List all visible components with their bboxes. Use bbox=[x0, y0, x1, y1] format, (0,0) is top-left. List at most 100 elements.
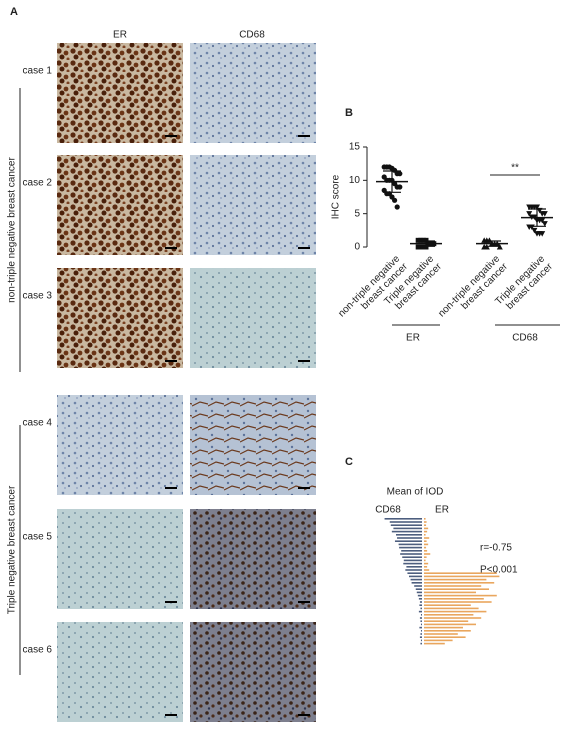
bar bbox=[424, 620, 469, 622]
data-point bbox=[418, 237, 424, 243]
y-tick-label: 0 bbox=[354, 242, 360, 253]
column-label: CD68 bbox=[239, 30, 265, 41]
micrograph bbox=[190, 395, 316, 495]
bar bbox=[420, 642, 422, 645]
row-label: case 6 bbox=[23, 645, 53, 656]
data-point bbox=[420, 237, 426, 243]
bar bbox=[391, 530, 422, 533]
row-label: case 1 bbox=[23, 66, 53, 77]
data-point bbox=[415, 237, 421, 243]
bar bbox=[424, 559, 426, 562]
legend-label: ER bbox=[435, 505, 449, 516]
bar bbox=[424, 642, 445, 645]
bar bbox=[406, 566, 422, 568]
data-point bbox=[539, 217, 546, 224]
bar bbox=[424, 518, 426, 520]
annotation: r=-0.75 bbox=[480, 543, 512, 554]
bar bbox=[420, 614, 422, 616]
bar bbox=[400, 553, 422, 555]
bar bbox=[424, 617, 482, 619]
bar bbox=[409, 575, 422, 578]
micrograph bbox=[57, 268, 183, 368]
bar bbox=[415, 588, 422, 590]
bar bbox=[402, 556, 422, 558]
bar bbox=[398, 543, 422, 546]
micrograph bbox=[57, 509, 183, 609]
group-label: CD68 bbox=[512, 333, 538, 344]
y-tick-label: 15 bbox=[349, 142, 361, 153]
bar bbox=[424, 524, 427, 526]
bar bbox=[424, 572, 497, 574]
bar bbox=[419, 604, 422, 606]
bar bbox=[424, 610, 487, 613]
data-point bbox=[541, 211, 548, 217]
bar bbox=[424, 566, 428, 568]
data-point bbox=[418, 244, 424, 250]
bar bbox=[424, 636, 466, 638]
bar bbox=[424, 626, 463, 629]
bar bbox=[424, 582, 495, 584]
data-point bbox=[423, 237, 429, 243]
bar bbox=[424, 630, 471, 632]
data-point bbox=[420, 244, 426, 250]
bar bbox=[424, 633, 458, 635]
bar bbox=[403, 559, 422, 562]
bar bbox=[424, 540, 427, 542]
bar bbox=[424, 607, 479, 610]
micrograph bbox=[190, 268, 316, 368]
bar bbox=[424, 546, 427, 549]
bar bbox=[403, 562, 422, 565]
micrograph bbox=[57, 155, 183, 255]
legend-label: CD68 bbox=[375, 505, 401, 516]
micrograph bbox=[57, 622, 183, 722]
micrograph bbox=[190, 509, 316, 609]
bar bbox=[424, 594, 497, 597]
bar bbox=[418, 598, 422, 600]
significance-label: ** bbox=[511, 163, 519, 174]
bar bbox=[424, 553, 431, 555]
data-point bbox=[534, 204, 540, 210]
bar bbox=[397, 537, 422, 539]
group-label: non-triple negative breast cancer bbox=[7, 157, 18, 303]
bar bbox=[419, 617, 422, 619]
bar bbox=[424, 543, 429, 546]
bar bbox=[424, 562, 429, 565]
panel-label: C bbox=[345, 456, 353, 468]
bar bbox=[424, 578, 487, 581]
bar bbox=[424, 530, 428, 533]
micrograph bbox=[57, 43, 183, 143]
row-label: case 3 bbox=[23, 291, 53, 302]
bar bbox=[419, 636, 422, 638]
annotation: P<0.001 bbox=[480, 565, 518, 576]
micrograph bbox=[190, 622, 316, 722]
bar bbox=[420, 630, 422, 632]
bar bbox=[396, 534, 422, 536]
data-point bbox=[539, 231, 546, 237]
data-point bbox=[397, 171, 403, 177]
group-label: Triple negative breast cancer bbox=[7, 485, 18, 614]
bar bbox=[424, 527, 429, 530]
bar bbox=[424, 639, 453, 642]
group-label: ER bbox=[406, 333, 420, 344]
micrograph bbox=[57, 395, 183, 495]
data-point bbox=[394, 204, 400, 210]
bar bbox=[424, 591, 476, 594]
data-point bbox=[423, 244, 429, 250]
bar bbox=[424, 623, 476, 626]
bar bbox=[424, 575, 500, 578]
bar bbox=[420, 633, 422, 635]
bar bbox=[424, 550, 428, 552]
y-axis-label: IHC score bbox=[331, 174, 342, 219]
bar bbox=[393, 527, 422, 530]
bar bbox=[407, 572, 422, 574]
bar bbox=[405, 569, 422, 571]
bar bbox=[424, 598, 484, 600]
row-label: case 2 bbox=[23, 178, 53, 189]
micrograph bbox=[190, 43, 316, 143]
bar bbox=[424, 569, 430, 571]
bar bbox=[384, 518, 422, 520]
bar bbox=[424, 534, 426, 536]
panel-label: B bbox=[345, 107, 353, 119]
bar bbox=[416, 591, 422, 594]
